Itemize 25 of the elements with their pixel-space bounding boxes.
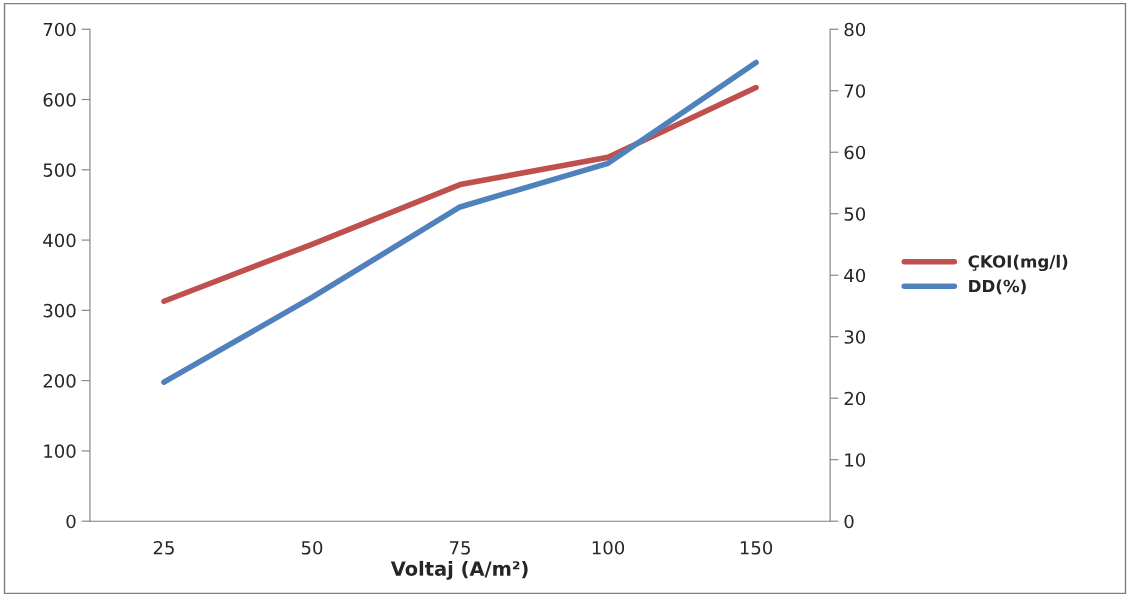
y-tick-label: 600 bbox=[43, 92, 76, 107]
y2-tick-label: 70 bbox=[844, 84, 866, 98]
x-axis-title: Voltaj (A/m²) bbox=[390, 560, 528, 580]
y-tick-label: 500 bbox=[43, 163, 76, 177]
y2-tick-label: 0 bbox=[844, 514, 854, 529]
x-tick-label: 25 bbox=[153, 540, 174, 555]
y2-tick-label: 30 bbox=[844, 330, 866, 344]
y-tick-label: 200 bbox=[43, 374, 76, 388]
legend-label: DD(%) bbox=[969, 279, 1026, 295]
y-tick-label: 700 bbox=[43, 22, 76, 37]
x-tick-label: 50 bbox=[301, 540, 323, 555]
y-tick-label: 100 bbox=[44, 444, 76, 459]
legend-label: ÇKOI(mg/l) bbox=[968, 254, 1068, 272]
x-tick-label: 100 bbox=[592, 540, 625, 555]
y2-tick-label: 20 bbox=[844, 391, 866, 406]
y2-tick-label: 50 bbox=[844, 207, 866, 221]
y-tick-label: 0 bbox=[66, 514, 76, 529]
y2-tick-label: 80 bbox=[844, 22, 866, 37]
y2-tick-label: 10 bbox=[845, 453, 866, 467]
y2-tick-label: 40 bbox=[844, 268, 866, 283]
x-tick-label: 150 bbox=[740, 540, 773, 555]
x-tick-label: 75 bbox=[450, 541, 470, 555]
y-tick-label: 400 bbox=[43, 233, 76, 248]
y-tick-label: 300 bbox=[43, 303, 76, 318]
y2-tick-label: 60 bbox=[844, 145, 866, 160]
